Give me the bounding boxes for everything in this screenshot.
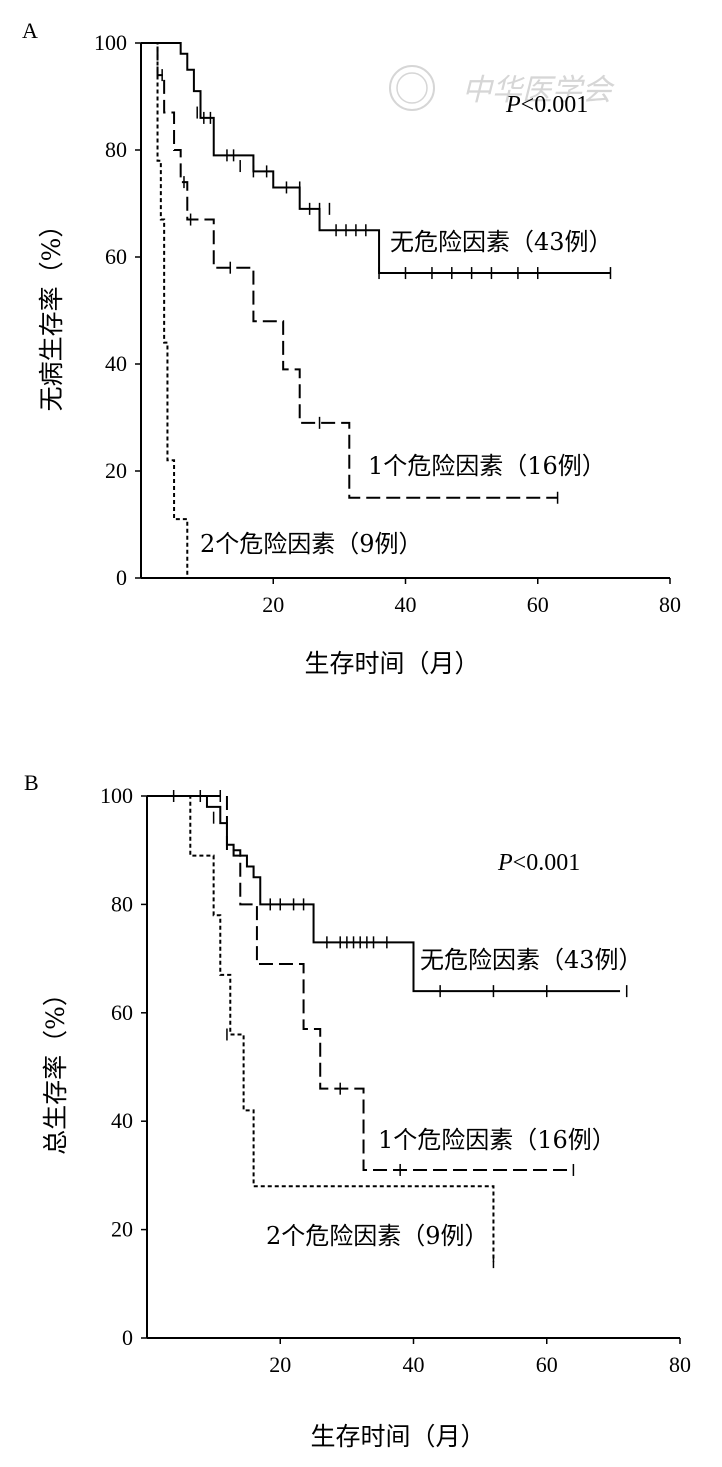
series-label-a-2: 2个危险因素（9例） — [200, 530, 423, 558]
y-tick-label: 80 — [105, 137, 127, 162]
panel-letter-a: A — [22, 18, 38, 43]
y-tick-label: 40 — [111, 1108, 133, 1133]
survival-curve-dashed — [141, 42, 558, 499]
panel-a: A 中华医学会 无病生存率（%） 生存时间（月） P<0.001 无危险因素（4… — [22, 18, 681, 678]
x-tick-label: 80 — [669, 1352, 691, 1377]
watermark-text: 中华医学会 — [462, 73, 615, 108]
survival-curve-dotted — [141, 42, 189, 578]
p-value-a: P<0.001 — [505, 92, 588, 118]
plot-area-a: 0 20 40 60 80 100 20 40 60 80 — [94, 30, 681, 617]
x-axis-title-b: 生存时间（月） — [310, 1422, 485, 1451]
x-tick-label: 60 — [536, 1352, 558, 1377]
panel-letter-b: B — [24, 770, 39, 795]
survival-curve-dotted — [147, 795, 495, 1263]
x-tick-label: 80 — [659, 592, 681, 617]
panel-b: B 总生存率（%） 生存时间（月） P<0.001 无危险因素（43例） 1个危… — [24, 770, 691, 1451]
series-label-b-0: 无危险因素（43例） — [420, 946, 643, 974]
y-tick-label: 0 — [116, 565, 127, 590]
x-tick-label: 40 — [403, 1352, 425, 1377]
y-tick-label: 20 — [111, 1217, 133, 1242]
x-axis-title-a: 生存时间（月） — [304, 649, 479, 678]
y-tick-label: 60 — [111, 1000, 133, 1025]
y-tick-label: 100 — [94, 30, 127, 55]
series-label-a-1: 1个危险因素（16例） — [368, 452, 606, 480]
x-tick-label: 60 — [527, 592, 549, 617]
y-tick-label: 40 — [105, 351, 127, 376]
series-label-a-0: 无危险因素（43例） — [390, 228, 613, 256]
x-tick-label: 20 — [269, 1352, 291, 1377]
series-label-b-2: 2个危险因素（9例） — [266, 1222, 489, 1250]
y-tick-label: 80 — [111, 891, 133, 916]
x-tick-label: 40 — [395, 592, 417, 617]
watermark: 中华医学会 — [389, 65, 615, 111]
p-value-b: P<0.001 — [497, 850, 580, 876]
y-tick-label: 60 — [105, 244, 127, 269]
y-tick-label: 0 — [122, 1325, 133, 1350]
y-axis-title-a: 无病生存率（%） — [37, 213, 66, 412]
series-label-b-1: 1个危险因素（16例） — [378, 1126, 616, 1154]
y-axis-title-b: 总生存率（%） — [41, 981, 70, 1155]
x-tick-label: 20 — [262, 592, 284, 617]
plot-area-b: 0 20 40 60 80 100 20 40 60 80 — [100, 783, 691, 1377]
y-tick-label: 20 — [105, 458, 127, 483]
y-tick-label: 100 — [100, 783, 133, 808]
